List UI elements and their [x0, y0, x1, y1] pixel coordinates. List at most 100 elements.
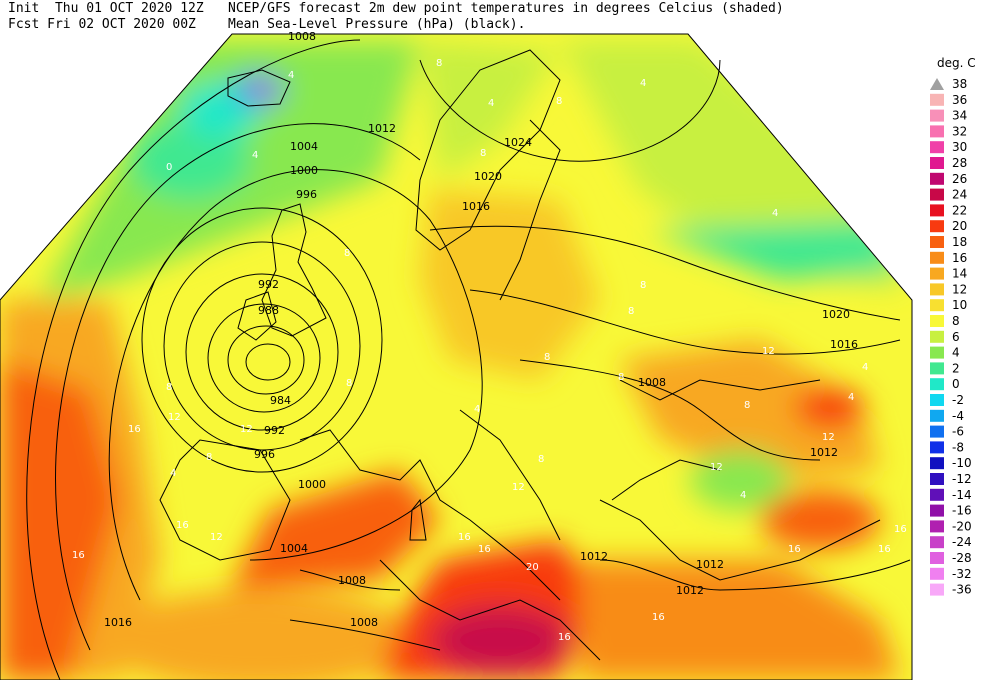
legend-swatch [930, 441, 944, 454]
legend-swatch [930, 362, 944, 375]
title-text: NCEP/GFS forecast 2m dew point temperatu… [228, 1, 784, 16]
isobar-label: 1004 [280, 542, 308, 555]
legend-label: 8 [952, 314, 960, 328]
legend-label: -36 [952, 583, 972, 597]
isobar-label: 1016 [462, 200, 490, 213]
legend-label: 34 [952, 109, 967, 123]
legend-label: 22 [952, 203, 967, 217]
legend-label: 38 [952, 77, 967, 91]
legend-swatch [930, 141, 944, 154]
legend-label: -16 [952, 504, 972, 518]
legend-swatch [930, 567, 944, 580]
isobar-label: 984 [270, 394, 291, 407]
legend-label: -4 [952, 409, 964, 423]
legend-label: 32 [952, 124, 967, 138]
dewpoint-label: 12 [762, 346, 775, 357]
isobar-label: 1008 [350, 616, 378, 629]
legend-swatch [930, 552, 944, 564]
isobar-label: 1012 [696, 558, 724, 571]
legend-label: -10 [952, 456, 972, 470]
isobar-label: 1012 [676, 584, 704, 597]
legend-label: 0 [952, 377, 960, 391]
dewpoint-label: 8 [344, 248, 350, 259]
legend-label: 10 [952, 298, 967, 312]
legend-swatch [930, 125, 944, 138]
legend-swatch [930, 109, 944, 122]
legend-swatch [930, 425, 944, 438]
isobar-label: 1012 [810, 446, 838, 459]
legend-label: 30 [952, 140, 967, 154]
color-legend: 38363432302826242220181614121086420-2-4-… [930, 77, 972, 597]
isobar-label: 996 [296, 188, 317, 201]
legend-swatch [930, 299, 944, 312]
dewpoint-label: 8 [480, 148, 486, 159]
legend-swatch [930, 330, 944, 343]
coastlines [159, 49, 881, 661]
dewpoint-label: 16 [458, 532, 471, 543]
isobar-label: 1016 [104, 616, 132, 629]
fcst-time: Fri 02 OCT 2020 00Z [47, 17, 196, 32]
dewpoint-label: 4 [862, 362, 868, 373]
legend-label: 26 [952, 172, 967, 186]
run-info: Init Thu 01 OCT 2020 12Z Fcst Fri 02 OCT… [8, 1, 204, 33]
init-label: Init [8, 1, 40, 16]
legend-label: 18 [952, 235, 967, 249]
isobar-label: 1012 [580, 550, 608, 563]
isobar-label: 1008 [288, 30, 316, 43]
legend-swatch [930, 583, 944, 596]
dewpoint-field [0, 34, 912, 680]
legend-label: -8 [952, 440, 964, 454]
legend-swatch [930, 488, 944, 501]
legend-swatch [930, 93, 944, 106]
legend-swatch [930, 283, 944, 296]
legend-swatch [930, 220, 944, 233]
legend-swatch [930, 409, 944, 422]
legend-label: 4 [952, 346, 960, 360]
dewpoint-label: 4 [488, 98, 494, 109]
legend-swatch [930, 188, 944, 201]
dewpoint-label: 12 [822, 432, 835, 443]
legend-label: -2 [952, 393, 964, 407]
legend-swatch [930, 78, 944, 90]
legend-swatch [930, 157, 944, 169]
dewpoint-label-group: 4 4 0 4 8 8 8 8 8 4 8 12 12 16 16 16 16 … [72, 58, 907, 643]
dewpoint-label: 8 [744, 400, 750, 411]
isobar-label: 1024 [504, 136, 532, 149]
dewpoint-label: 8 [556, 96, 562, 107]
legend-swatch [930, 251, 944, 264]
isobar-label: 1000 [298, 478, 326, 491]
dewpoint-label: 8 [166, 382, 172, 393]
init-time: Thu 01 OCT 2020 12Z [54, 1, 204, 16]
dewpoint-label: 8 [346, 378, 352, 389]
legend-label: -12 [952, 472, 972, 486]
dewpoint-label: 4 [288, 70, 294, 81]
dewpoint-label: 4 [170, 468, 176, 479]
dewpoint-label: 8 [628, 306, 634, 317]
isobar-label: 1012 [368, 122, 396, 135]
dewpoint-label: 16 [652, 612, 665, 623]
isobars [26, 39, 911, 680]
dewpoint-label: 20 [526, 562, 539, 573]
dewpoint-label: 8 [544, 352, 550, 363]
legend-label: 12 [952, 282, 967, 296]
dewpoint-label: 0 [166, 162, 172, 173]
legend-swatch [930, 346, 944, 359]
legend-swatch [930, 394, 944, 406]
subtitle-text: Mean Sea-Level Pressure (hPa) (black). [228, 17, 526, 32]
legend-swatch [930, 520, 944, 533]
legend-label: 20 [952, 219, 967, 233]
dewpoint-label: 16 [72, 550, 85, 561]
dewpoint-label: 16 [128, 424, 141, 435]
legend-label: -14 [952, 488, 972, 502]
dewpoint-label: 12 [210, 532, 223, 543]
dewpoint-label: 16 [894, 524, 907, 535]
legend-label: 2 [952, 361, 960, 375]
dewpoint-label: 12 [710, 462, 723, 473]
isobar-label: 992 [264, 424, 285, 437]
legend-label: 14 [952, 267, 967, 281]
dewpoint-label: 8 [436, 58, 442, 69]
isobar-label: 1020 [822, 308, 850, 321]
isobar-label: 1008 [638, 376, 666, 389]
dewpoint-label: 12 [240, 424, 253, 435]
